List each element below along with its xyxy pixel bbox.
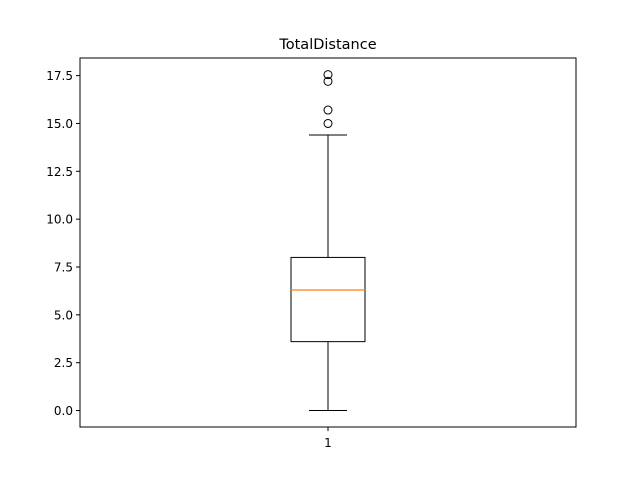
plot-area: 0.0 2.5 5.0 7.5 10.0 12.5 15.0 17.5 1 xyxy=(46,69,366,450)
y-tick-label: 15.0 xyxy=(46,117,73,131)
axes-frame xyxy=(79,57,577,428)
x-tick-label: 1 xyxy=(324,436,332,450)
y-tick-label: 2.5 xyxy=(54,356,73,370)
y-tick-label: 0.0 xyxy=(54,404,73,418)
y-tick-label: 17.5 xyxy=(46,69,73,83)
y-tick-label: 5.0 xyxy=(54,308,73,322)
outlier-point xyxy=(323,118,333,128)
outlier-point xyxy=(323,70,333,80)
y-tick-label: 12.5 xyxy=(46,165,73,179)
chart-title: TotalDistance xyxy=(278,37,376,53)
outlier-point xyxy=(323,76,333,86)
iqr-box xyxy=(290,256,366,343)
y-tick-label: 10.0 xyxy=(46,213,73,227)
y-tick-label: 7.5 xyxy=(54,260,73,274)
outlier-point xyxy=(323,105,333,115)
